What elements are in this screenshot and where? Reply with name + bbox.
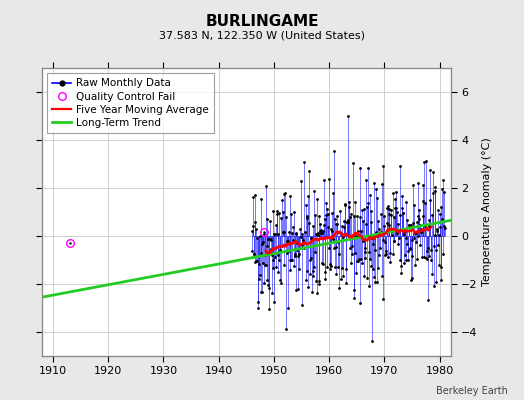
Text: BURLINGAME: BURLINGAME [205,14,319,29]
Text: Berkeley Earth: Berkeley Earth [436,386,508,396]
Legend: Raw Monthly Data, Quality Control Fail, Five Year Moving Average, Long-Term Tren: Raw Monthly Data, Quality Control Fail, … [47,73,214,133]
Y-axis label: Temperature Anomaly (°C): Temperature Anomaly (°C) [482,138,492,286]
Text: 37.583 N, 122.350 W (United States): 37.583 N, 122.350 W (United States) [159,30,365,40]
